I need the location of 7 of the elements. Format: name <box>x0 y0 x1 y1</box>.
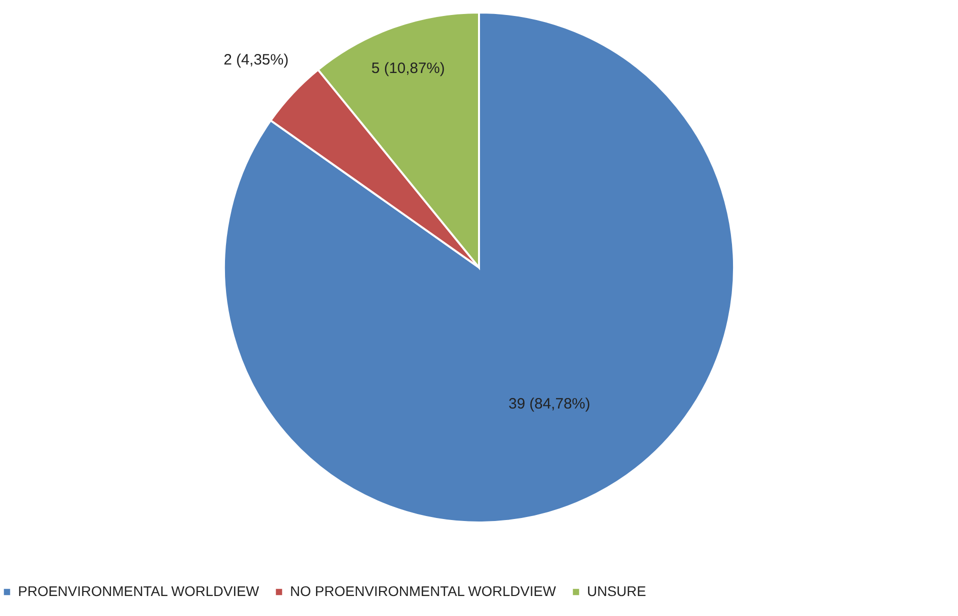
data-label: 5 (10,87%) <box>371 60 445 78</box>
data-label: 2 (4,35%) <box>224 51 289 68</box>
pie-slice <box>223 12 735 524</box>
legend-label: UNSURE <box>587 583 646 599</box>
legend-label: NO PROENVIRONMENTAL WORLDVIEW <box>290 583 557 599</box>
legend-label: PROENVIRONMENTAL WORLDVIEW <box>18 583 260 599</box>
data-label: 39 (84,78%) <box>508 395 590 412</box>
